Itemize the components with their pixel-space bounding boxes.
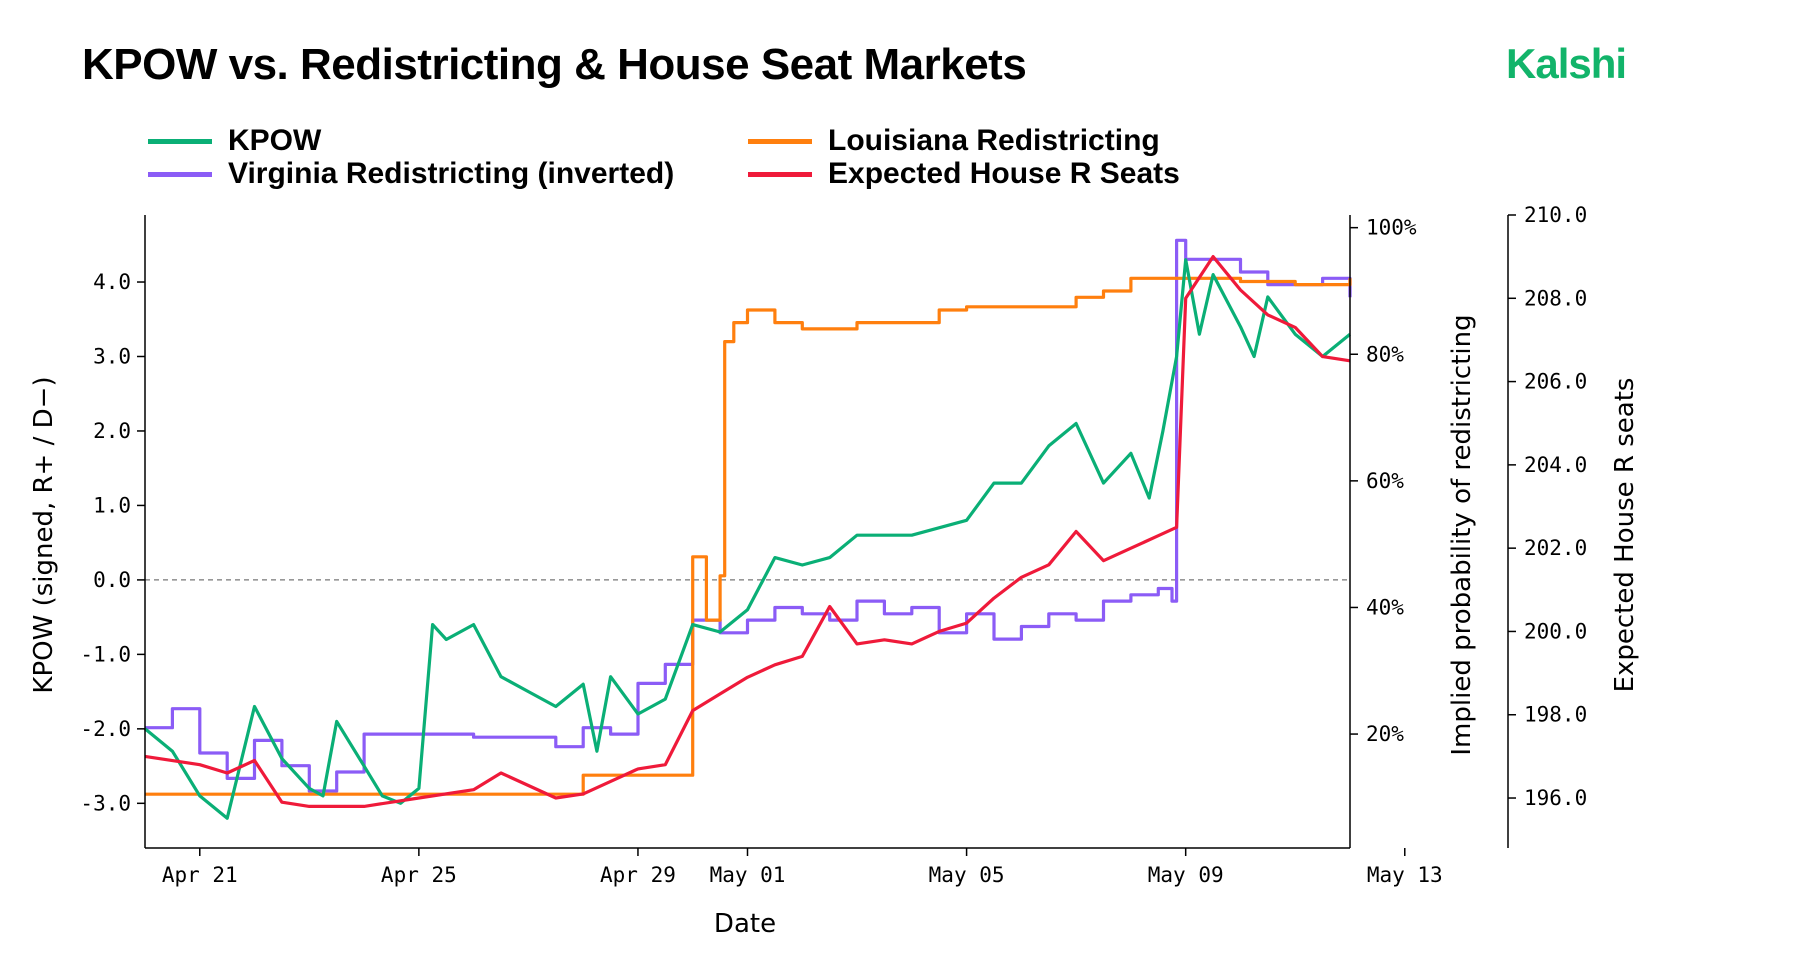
seats-tick-label: 206.0 [1524, 370, 1587, 394]
left-tick-label: 3.0 [93, 344, 131, 368]
legend-item-louisiana: Louisiana Redistricting [748, 124, 1160, 158]
x-tick-label: May 13 [1367, 863, 1443, 887]
x-axis-title: Date [714, 909, 776, 939]
legend-swatch-louisiana [748, 138, 812, 144]
x-tick-label: Apr 29 [600, 863, 676, 887]
kalshi-logo: Kalshi [1506, 40, 1627, 87]
seats-tick-label: 200.0 [1524, 619, 1587, 643]
series-house-seats [144, 255, 1351, 808]
left-tick-label: 1.0 [93, 493, 131, 517]
seats-tick-label: 198.0 [1524, 703, 1587, 727]
probability-tick-label: 20% [1366, 722, 1404, 746]
probability-tick-label: 40% [1366, 595, 1404, 619]
seats-tick-label: 208.0 [1524, 286, 1587, 310]
legend-label-house-seats: Expected House R Seats [828, 157, 1180, 190]
series-layer [143, 238, 1352, 820]
seats-tick-label: 202.0 [1524, 536, 1587, 560]
probability-axis-title: Implied probability of redistricting [1447, 314, 1477, 755]
probability-tick-label: 80% [1366, 342, 1404, 366]
legend-label-virginia: Virginia Redistricting (inverted) [228, 157, 675, 190]
left-tick-label: -3.0 [80, 791, 131, 815]
x-tick-label: May 05 [929, 863, 1005, 887]
legend-swatch-kpow [148, 138, 212, 144]
x-tick-label: Apr 25 [381, 863, 457, 887]
series-louisiana [145, 276, 1352, 796]
seats-tick-label: 210.0 [1524, 203, 1587, 227]
left-axis-title: KPOW (signed, R+ / D−) [29, 376, 59, 693]
seats-tick-label: 204.0 [1524, 453, 1587, 477]
series-virginia [145, 238, 1352, 793]
legend-swatch-virginia [148, 171, 212, 177]
left-tick-label: 2.0 [93, 419, 131, 443]
legend-item-house-seats: Expected House R Seats [748, 157, 1180, 191]
legend-label-louisiana: Louisiana Redistricting [828, 124, 1160, 157]
x-tick-label: May 09 [1148, 863, 1224, 887]
legend-item-virginia: Virginia Redistricting (inverted) [148, 157, 674, 191]
probability-tick-label: 60% [1366, 469, 1404, 493]
x-tick-label: May 01 [710, 863, 786, 887]
series-kpow [143, 258, 1352, 820]
axes-layer: -3.0 -2.0 -1.0 0.0 1.0 2.0 3.0 4.0 20% 40% 60% 80% 1… [80, 203, 1587, 887]
seats-tick-label: 196.0 [1524, 786, 1587, 810]
legend-swatch-house-seats [748, 171, 812, 177]
left-tick-label: -1.0 [80, 642, 131, 666]
page-title: KPOW vs. Redistricting & House Seat Mark… [82, 40, 1027, 89]
x-tick-label: Apr 21 [162, 863, 238, 887]
legend-label-kpow: KPOW [228, 124, 322, 157]
seats-axis-title: Expected House R seats [1610, 378, 1640, 693]
probability-tick-label: 100% [1366, 216, 1417, 240]
legend-item-kpow: KPOW [148, 124, 321, 158]
left-tick-label: 0.0 [93, 568, 131, 592]
left-tick-label: 4.0 [93, 270, 131, 294]
left-tick-label: -2.0 [80, 717, 131, 741]
